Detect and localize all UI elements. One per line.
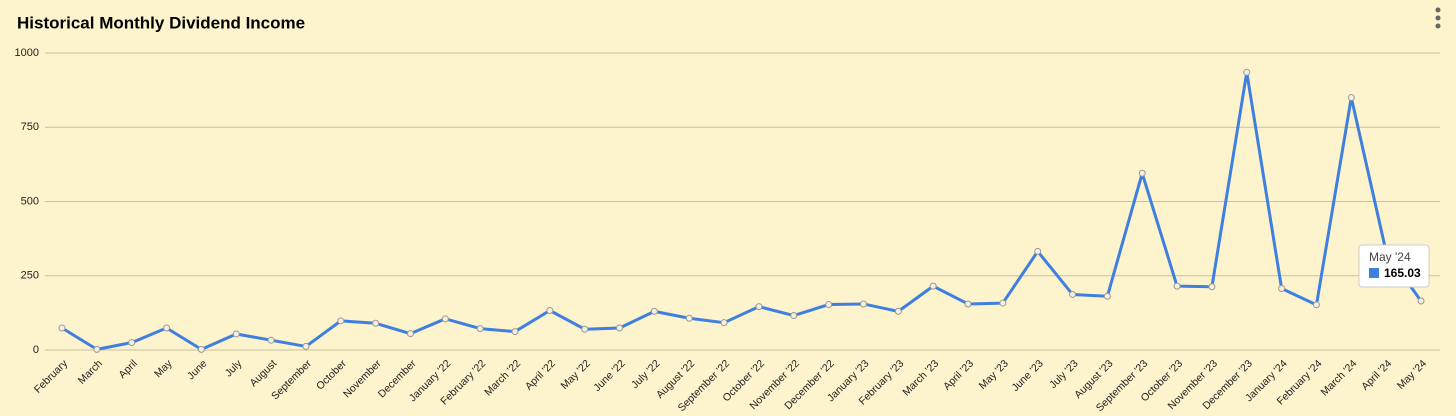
- data-point: [894, 307, 902, 315]
- tooltip: May '24 165.03: [1358, 244, 1430, 288]
- data-point: [1069, 290, 1077, 298]
- data-point: [197, 345, 205, 353]
- data-point: [1417, 297, 1425, 305]
- data-point: [58, 324, 66, 332]
- data-point: [1243, 68, 1251, 76]
- chart-title: Historical Monthly Dividend Income: [17, 13, 305, 32]
- data-point: [929, 282, 937, 290]
- data-point: [1138, 169, 1146, 177]
- data-point: [1034, 247, 1042, 255]
- data-point: [1173, 282, 1181, 290]
- data-point: [476, 325, 484, 333]
- data-point: [267, 336, 275, 344]
- data-point: [859, 300, 867, 308]
- y-tick-label: 1000: [15, 47, 39, 59]
- tooltip-category: May '24: [1369, 250, 1411, 264]
- data-point: [790, 312, 798, 320]
- data-point: [163, 324, 171, 332]
- data-point: [372, 319, 380, 327]
- data-point: [685, 314, 693, 322]
- data-point: [546, 306, 554, 314]
- menu-icon[interactable]: [1435, 7, 1441, 29]
- data-point: [128, 339, 136, 347]
- data-point: [441, 315, 449, 323]
- data-point: [999, 299, 1007, 307]
- data-point: [964, 300, 972, 308]
- data-point: [720, 319, 728, 327]
- data-point: [616, 324, 624, 332]
- y-tick-label: 250: [21, 270, 39, 282]
- tooltip-swatch: [1369, 268, 1379, 278]
- data-point: [650, 307, 658, 315]
- data-point: [1208, 283, 1216, 291]
- data-point: [337, 317, 345, 325]
- data-point: [1103, 292, 1111, 300]
- data-point: [581, 325, 589, 333]
- y-tick-label: 500: [21, 195, 39, 207]
- data-point: [511, 328, 519, 336]
- data-point: [825, 301, 833, 309]
- data-point: [232, 330, 240, 338]
- y-tick-label: 750: [21, 121, 39, 133]
- data-line: [61, 70, 1423, 351]
- data-point: [302, 342, 310, 350]
- y-tick-label: 0: [33, 344, 39, 356]
- data-point: [406, 330, 414, 338]
- data-point: [755, 303, 763, 311]
- tooltip-value: 165.03: [1384, 266, 1421, 280]
- data-point: [93, 345, 101, 353]
- data-point: [1278, 285, 1286, 293]
- data-point: [1347, 94, 1355, 102]
- data-point: [1312, 301, 1320, 309]
